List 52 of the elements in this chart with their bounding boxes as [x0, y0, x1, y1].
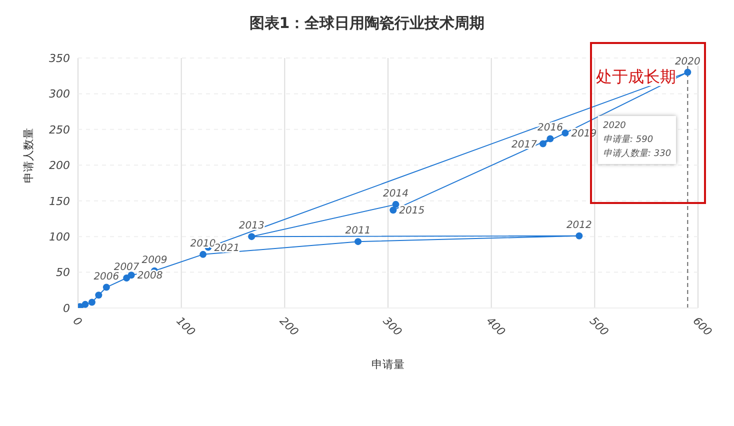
- chart-title: 图表1：全球日用陶瓷行业技术周期: [248, 13, 486, 34]
- annotation: 2007: [114, 262, 140, 273]
- annotation: 2009: [142, 254, 168, 266]
- point: [95, 292, 102, 299]
- x-axis-title: 申请量: [372, 358, 404, 371]
- x-tick-label: 0: [70, 314, 84, 329]
- annotation: 申请量: 590: [603, 134, 654, 147]
- point: [354, 238, 362, 246]
- annotation: 2015: [399, 206, 425, 217]
- y-tick-label: 350: [49, 52, 70, 65]
- y-tick-label: 150: [49, 194, 70, 208]
- x-tick-label: 600: [690, 314, 714, 338]
- y-tick-label: 250: [49, 123, 70, 136]
- x-tick-label: 100: [174, 314, 198, 338]
- annotation: 申请人数量: 330: [603, 148, 672, 161]
- annotation: 2020: [674, 56, 700, 68]
- point: [102, 284, 110, 291]
- annotation: 2021: [214, 242, 240, 254]
- point: [576, 232, 583, 240]
- annotation: 2016: [538, 122, 563, 134]
- point: [200, 250, 207, 258]
- point: [546, 135, 554, 142]
- y-tick-label: 0: [63, 302, 70, 315]
- point: [562, 130, 569, 136]
- point: [123, 274, 130, 282]
- point: [390, 206, 397, 214]
- point: [88, 298, 96, 306]
- point: [82, 300, 89, 308]
- point: [392, 200, 400, 208]
- annotation: 2012: [566, 220, 592, 231]
- annotation: 2011: [345, 226, 371, 237]
- annotation: 2020: [603, 120, 627, 133]
- y-tick-label: 300: [49, 88, 70, 101]
- annotation: 2017: [512, 139, 538, 150]
- y-axis-title: 申请人数量: [22, 128, 35, 183]
- point: [248, 233, 256, 240]
- annotation: 2013: [238, 220, 264, 232]
- point: [128, 272, 135, 279]
- annotation: 2014: [383, 188, 408, 200]
- annotation: 2010: [190, 238, 216, 250]
- x-tick-label: 500: [587, 314, 612, 338]
- y-tick-label: 50: [56, 266, 70, 280]
- x-tick-label: 200: [277, 314, 302, 338]
- point: [684, 68, 692, 76]
- annotation: 2006: [94, 271, 120, 282]
- point: [540, 140, 546, 148]
- annotation: 处于成长期: [596, 67, 676, 86]
- y-tick-label: 200: [49, 159, 70, 172]
- x-tick-label: 400: [484, 314, 508, 338]
- annotation: 2008: [137, 270, 163, 282]
- y-tick-label: 100: [49, 230, 70, 244]
- x-tick-label: 300: [380, 314, 404, 338]
